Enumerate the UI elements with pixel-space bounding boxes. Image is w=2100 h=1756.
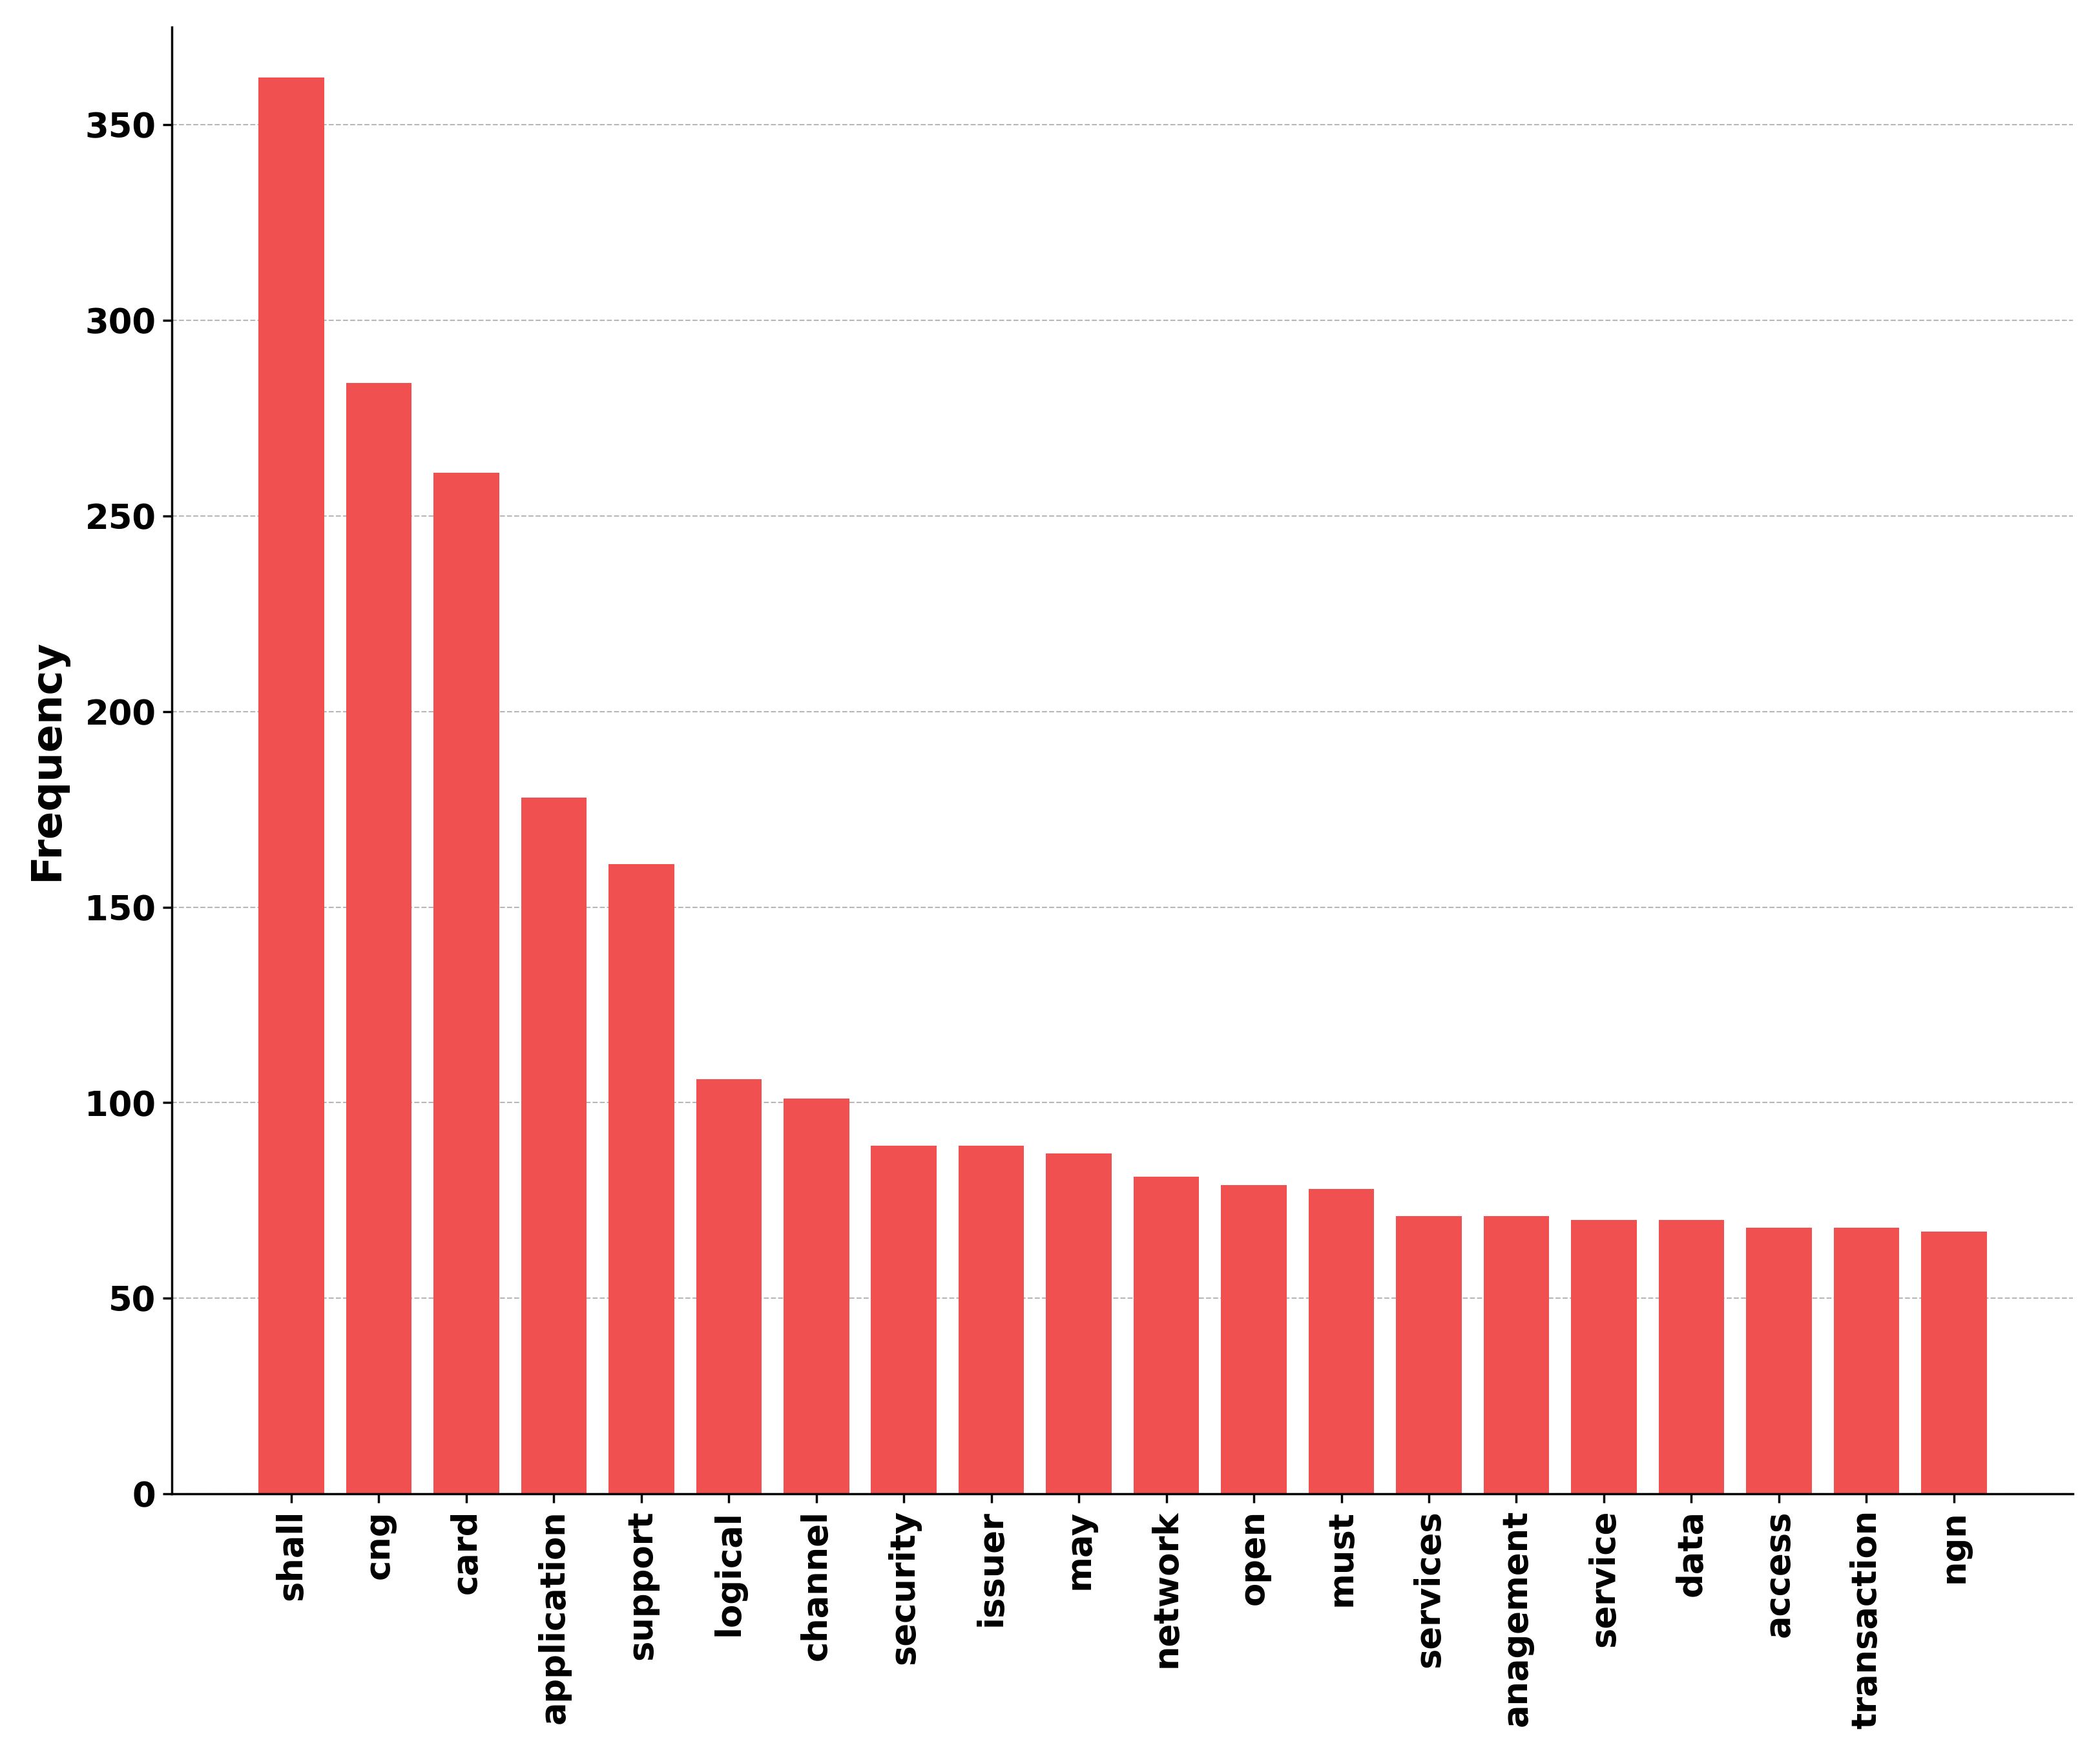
Bar (609, 864, 674, 1494)
Bar (1922, 1231, 1987, 1494)
Bar (347, 383, 412, 1494)
Bar (1483, 1217, 1550, 1494)
Bar (521, 797, 586, 1494)
Bar (695, 1080, 762, 1494)
Bar (433, 472, 500, 1494)
Bar (958, 1145, 1025, 1494)
Bar (258, 77, 323, 1494)
Bar (1745, 1227, 1812, 1494)
Bar (783, 1099, 848, 1494)
Bar (1220, 1185, 1287, 1494)
Bar (872, 1145, 937, 1494)
Bar (1833, 1227, 1898, 1494)
Bar (1659, 1220, 1724, 1494)
Bar (1046, 1154, 1111, 1494)
Bar (1396, 1217, 1462, 1494)
Bar (1571, 1220, 1636, 1494)
Bar (1308, 1189, 1373, 1494)
Bar (1134, 1177, 1199, 1494)
Y-axis label: Frequency: Frequency (27, 639, 67, 882)
